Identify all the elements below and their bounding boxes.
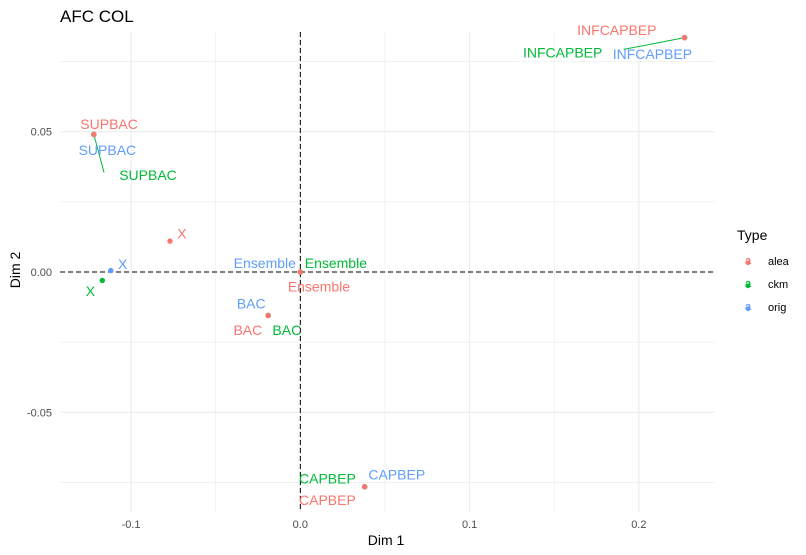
legend-key-point-ckm xyxy=(745,283,751,289)
y-axis-title: Dim 2 xyxy=(7,252,23,289)
x-tick-label: 0.0 xyxy=(293,519,308,531)
legend: Type a alea a ckm a orig xyxy=(737,227,790,314)
point-label-orig: BAC xyxy=(237,295,266,311)
point-label-alea: CAPBEP xyxy=(299,492,356,508)
x-tick-label: 0.1 xyxy=(462,519,477,531)
point-label-alea: X xyxy=(177,225,187,241)
label-connector-line xyxy=(93,134,105,173)
x-tick-label: 0.2 xyxy=(631,519,646,531)
point-label-orig: X xyxy=(118,256,128,272)
point-label-ckm: BAC xyxy=(272,322,301,338)
x-axis-title: Dim 1 xyxy=(368,532,405,548)
label-connectors xyxy=(93,37,685,173)
legend-label-orig: orig xyxy=(768,302,786,314)
point-orig-x xyxy=(108,267,114,274)
axis-ticks: -0.1 0.0 0.1 0.2 -0.05 0.00 0.05 xyxy=(27,127,647,531)
point-label-ckm: Ensemble xyxy=(305,255,367,271)
x-tick-label: -0.1 xyxy=(122,519,141,531)
point-label-ckm: X xyxy=(86,283,96,299)
point-label-orig: INFCAPBEP xyxy=(613,46,692,62)
legend-key-point-alea xyxy=(745,260,751,266)
y-tick-label: -0.05 xyxy=(27,407,52,419)
legend-label-ckm: ckm xyxy=(768,279,788,291)
point-label-orig: Ensemble xyxy=(234,255,296,271)
point-labels: INFCAPBEP INFCAPBEP INFCAPBEP SUPBAC SUPBAC S… xyxy=(79,22,692,508)
point-alea-capbep xyxy=(361,484,368,490)
points xyxy=(91,34,688,490)
y-tick-label: 0.05 xyxy=(31,127,52,139)
point-label-ckm: CAPBEP xyxy=(299,470,356,486)
y-tick-label: 0.00 xyxy=(31,267,52,279)
point-label-ckm: INFCAPBEP xyxy=(523,44,602,60)
chart-title: AFC COL xyxy=(60,7,134,26)
point-label-ckm: SUPBAC xyxy=(119,167,177,183)
legend-label-alea: alea xyxy=(768,256,790,268)
legend-title: Type xyxy=(737,227,768,243)
point-label-alea: INFCAPBEP xyxy=(577,22,656,38)
point-alea-infcapbep xyxy=(681,34,688,41)
point-alea-x xyxy=(167,238,173,244)
point-label-orig: CAPBEP xyxy=(368,467,425,483)
point-alea-bac xyxy=(265,312,271,319)
label-connector-line xyxy=(623,37,685,50)
legend-key-point-orig xyxy=(745,306,751,312)
legend-key-glyph-alea: a xyxy=(745,255,752,267)
point-alea-ensemble xyxy=(297,269,304,275)
point-ckm-x xyxy=(99,277,106,284)
point-label-alea: Ensemble xyxy=(288,279,350,295)
legend-key-glyph-orig: a xyxy=(745,301,752,313)
point-label-alea: BAC xyxy=(233,322,262,338)
point-label-alea: SUPBAC xyxy=(80,116,138,132)
point-alea-supbac xyxy=(91,131,97,138)
legend-key-glyph-ckm: a xyxy=(745,278,752,290)
point-label-orig: SUPBAC xyxy=(79,142,137,158)
